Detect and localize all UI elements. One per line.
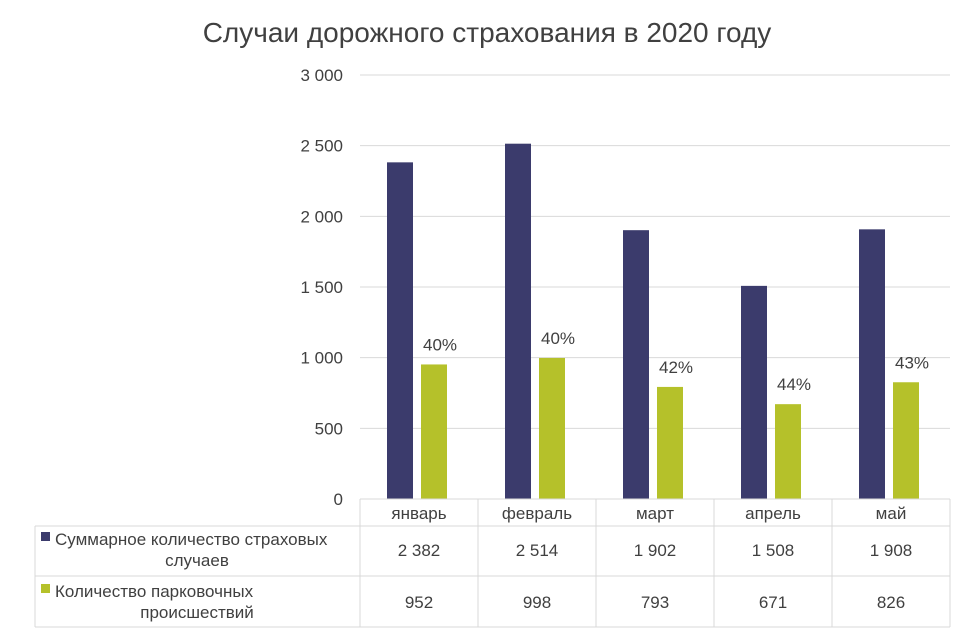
table-cell-value: 2 514	[516, 541, 559, 560]
data-label: 44%	[777, 375, 811, 394]
category-label: май	[876, 504, 907, 523]
data-label: 40%	[541, 329, 575, 348]
bar-series-2	[775, 404, 801, 499]
y-tick-label: 1 500	[300, 278, 343, 297]
legend-label: случаев	[165, 551, 229, 570]
data-label: 43%	[895, 353, 929, 372]
category-label: апрель	[745, 504, 801, 523]
data-label: 40%	[423, 335, 457, 354]
y-tick-label: 2 000	[300, 207, 343, 226]
table-cell-value: 1 908	[870, 541, 913, 560]
bars	[387, 143, 919, 500]
table-cell-value: 671	[759, 593, 787, 612]
data-table: январь февраль март апрель май Суммарное коли…	[34, 498, 951, 628]
legend-swatch	[41, 532, 50, 541]
table-cell-value: 826	[877, 593, 905, 612]
table-cell-value: 952	[405, 593, 433, 612]
data-labels: 40% 40% 42% 44% 43%	[423, 329, 929, 394]
bar-series-2	[421, 364, 447, 499]
y-tick-label: 500	[315, 419, 343, 438]
legend-swatch	[41, 584, 50, 593]
legend-label: Суммарное количество страховых	[55, 530, 328, 549]
y-tick-label: 0	[334, 490, 343, 509]
bar-series-1	[623, 230, 649, 499]
table-cell-value: 2 382	[398, 541, 441, 560]
y-tick-label: 2 500	[300, 137, 343, 156]
bar-series-2	[893, 382, 919, 499]
table-cell-value: 1 508	[752, 541, 795, 560]
gridlines	[360, 74, 950, 429]
y-tick-label: 3 000	[300, 66, 343, 85]
chart-title: Случаи дорожного страхования в 2020 году	[203, 17, 772, 48]
table-cell-value: 1 902	[634, 541, 677, 560]
legend-label: Количество парковочных	[55, 582, 254, 601]
table-cell-value: 793	[641, 593, 669, 612]
legend-label: происшествий	[140, 603, 254, 622]
category-label: январь	[391, 504, 446, 523]
bar-series-1	[859, 229, 885, 499]
category-label: март	[636, 504, 674, 523]
data-label: 42%	[659, 358, 693, 377]
y-axis-ticks: 0 500 1 000 1 500 2 000 2 500 3 000	[300, 66, 343, 509]
y-tick-label: 1 000	[300, 349, 343, 368]
bar-series-1	[505, 143, 531, 500]
bar-series-2	[539, 357, 565, 499]
category-label: февраль	[502, 504, 572, 523]
bar-series-2	[657, 386, 683, 499]
table-cell-value: 998	[523, 593, 551, 612]
bar-series-1	[387, 162, 413, 499]
bar-series-1	[741, 285, 767, 499]
